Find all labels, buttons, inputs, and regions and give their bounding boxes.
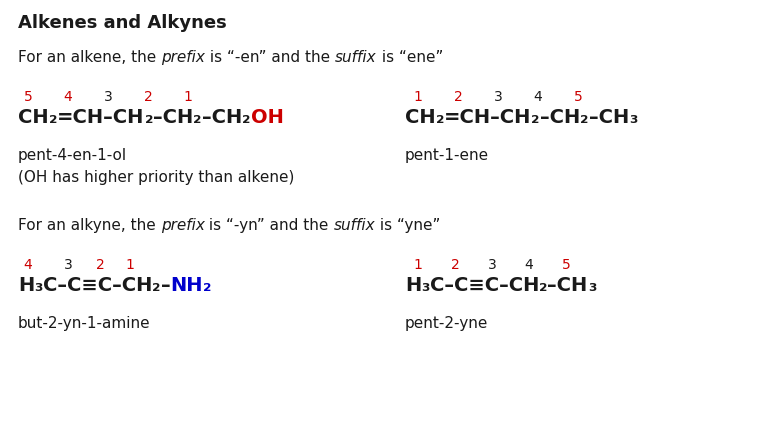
Text: 4: 4 xyxy=(24,258,33,272)
Text: 1: 1 xyxy=(413,90,423,104)
Text: H: H xyxy=(18,276,34,295)
Text: 1: 1 xyxy=(413,258,423,272)
Text: pent-4-en-1-ol: pent-4-en-1-ol xyxy=(18,148,127,163)
Text: 3: 3 xyxy=(488,258,496,272)
Text: is “yne”: is “yne” xyxy=(375,218,441,233)
Text: CH: CH xyxy=(405,108,435,127)
Text: but-2-yn-1-amine: but-2-yn-1-amine xyxy=(18,316,150,331)
Text: ₂: ₂ xyxy=(193,108,201,127)
Text: pent-2-yne: pent-2-yne xyxy=(405,316,489,331)
Text: 1: 1 xyxy=(184,90,192,104)
Text: prefix: prefix xyxy=(160,218,204,233)
Text: –CH: –CH xyxy=(153,108,193,127)
Text: ₃: ₃ xyxy=(629,108,638,127)
Text: prefix: prefix xyxy=(161,50,205,65)
Text: –CH: –CH xyxy=(201,108,242,127)
Text: H: H xyxy=(405,276,421,295)
Text: ₂: ₂ xyxy=(435,108,444,127)
Text: suffix: suffix xyxy=(335,50,377,65)
Text: is “ene”: is “ene” xyxy=(377,50,443,65)
Text: 3: 3 xyxy=(64,258,72,272)
Text: 2: 2 xyxy=(454,90,462,104)
Text: ₂: ₂ xyxy=(531,108,540,127)
Text: 4: 4 xyxy=(524,258,534,272)
Text: ₃: ₃ xyxy=(421,276,429,295)
Text: ₂: ₂ xyxy=(49,108,57,127)
Text: –CH: –CH xyxy=(547,276,587,295)
Text: For an alkyne, the: For an alkyne, the xyxy=(18,218,160,233)
Text: Alkenes and Alkynes: Alkenes and Alkynes xyxy=(18,14,226,32)
Text: pent-1-ene: pent-1-ene xyxy=(405,148,489,163)
Text: ₂: ₂ xyxy=(580,108,589,127)
Text: C–C≡C–CH: C–C≡C–CH xyxy=(43,276,152,295)
Text: 4: 4 xyxy=(534,90,543,104)
Text: 3: 3 xyxy=(103,90,112,104)
Text: 2: 2 xyxy=(144,90,152,104)
Text: –CH: –CH xyxy=(589,108,629,127)
Text: 1: 1 xyxy=(125,258,135,272)
Text: =CH–CH: =CH–CH xyxy=(57,108,144,127)
Text: ₃: ₃ xyxy=(34,276,43,295)
Text: is “-yn” and the: is “-yn” and the xyxy=(204,218,334,233)
Text: 5: 5 xyxy=(562,258,570,272)
Text: For an alkene, the: For an alkene, the xyxy=(18,50,161,65)
Text: ₂: ₂ xyxy=(539,276,547,295)
Text: (OH has higher priority than alkene): (OH has higher priority than alkene) xyxy=(18,170,294,185)
Text: 2: 2 xyxy=(451,258,459,272)
Text: 4: 4 xyxy=(64,90,72,104)
Text: suffix: suffix xyxy=(334,218,375,233)
Text: –CH: –CH xyxy=(540,108,580,127)
Text: ₂: ₂ xyxy=(152,276,160,295)
Text: C–C≡C–CH: C–C≡C–CH xyxy=(429,276,539,295)
Text: =CH–CH: =CH–CH xyxy=(444,108,531,127)
Text: –: – xyxy=(160,276,170,295)
Text: OH: OH xyxy=(251,108,283,127)
Text: ₂: ₂ xyxy=(242,108,251,127)
Text: ₃: ₃ xyxy=(587,276,596,295)
Text: 3: 3 xyxy=(494,90,502,104)
Text: ₂: ₂ xyxy=(203,276,211,295)
Text: NH: NH xyxy=(170,276,203,295)
Text: 2: 2 xyxy=(96,258,104,272)
Text: is “-en” and the: is “-en” and the xyxy=(205,50,335,65)
Text: ₂: ₂ xyxy=(144,108,153,127)
Text: 5: 5 xyxy=(574,90,582,104)
Text: 5: 5 xyxy=(24,90,33,104)
Text: CH: CH xyxy=(18,108,49,127)
